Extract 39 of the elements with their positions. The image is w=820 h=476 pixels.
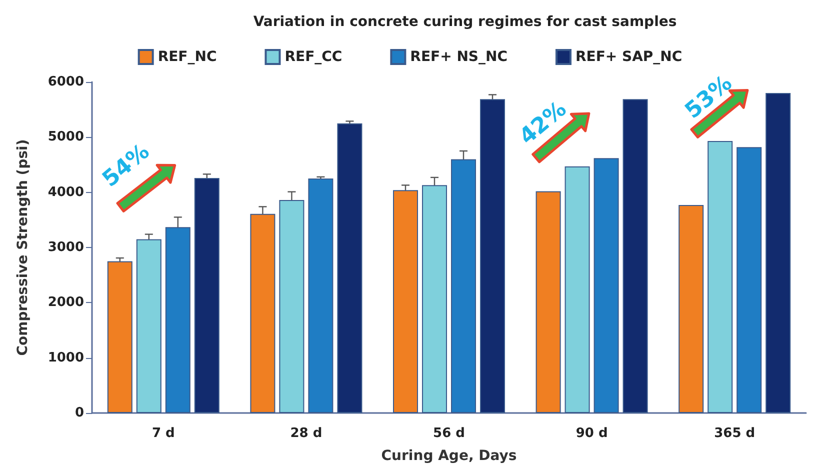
bar — [678, 205, 704, 413]
x-tick-label: 7 d — [152, 426, 175, 441]
x-tick-label: 56 d — [433, 426, 465, 441]
legend-label: REF_CC — [284, 49, 342, 65]
x-tick-label: 28 d — [290, 426, 322, 441]
bar — [622, 99, 648, 413]
bar — [594, 158, 619, 413]
x-tick-label: 365 d — [714, 426, 756, 441]
y-tick-label: 3000 — [48, 240, 84, 255]
bar — [536, 191, 561, 413]
x-tick-label: 90 d — [576, 426, 608, 441]
y-tick-label: 6000 — [48, 74, 84, 90]
y-tick-label: 0 — [74, 406, 84, 420]
y-tick-label: 4000 — [48, 184, 84, 200]
bar — [250, 214, 276, 413]
bar — [308, 178, 334, 413]
bar — [107, 261, 132, 413]
bar — [451, 159, 476, 413]
chart-title: Variation in concrete curing regimes for cast samples — [253, 14, 677, 30]
y-axis-title: Compressive Strength (psi) — [15, 139, 31, 356]
legend-label: REF+ SAP_NC — [575, 49, 682, 65]
y-tick-label: 2000 — [48, 295, 84, 310]
legend-label: REF_NC — [158, 49, 217, 65]
bar — [279, 200, 304, 413]
bar — [136, 239, 162, 413]
x-axis-title: Curing Age, Days — [381, 448, 517, 464]
bar — [422, 185, 447, 413]
bar — [766, 93, 791, 413]
bar — [736, 147, 762, 413]
bar — [480, 99, 505, 413]
bar — [393, 190, 418, 413]
bar — [337, 123, 362, 413]
bar — [194, 178, 220, 413]
y-tick-label: 1000 — [48, 350, 84, 366]
bar — [165, 227, 190, 413]
y-tick-label: 5000 — [48, 130, 84, 145]
bar — [564, 166, 590, 413]
bar — [708, 141, 733, 413]
legend-label: REF+ NS_NC — [410, 49, 508, 65]
